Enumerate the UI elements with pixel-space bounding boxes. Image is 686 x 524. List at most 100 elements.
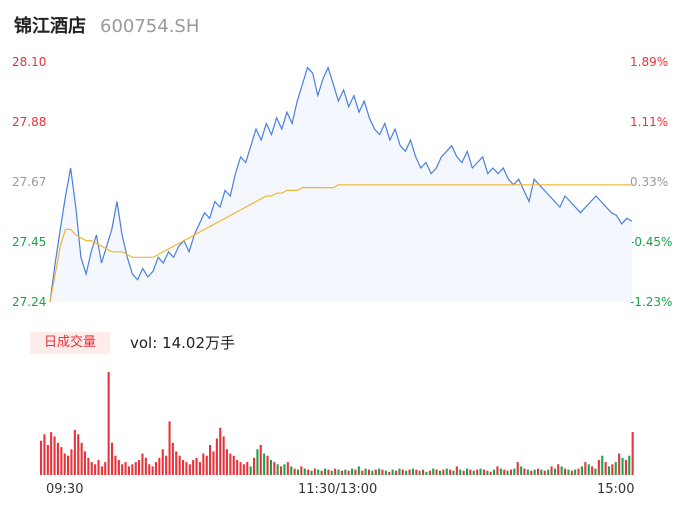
average-price-line [49, 184, 632, 303]
volume-bar [320, 470, 323, 475]
volume-bar [371, 470, 374, 475]
volume-bar [280, 466, 283, 475]
volume-bar [100, 466, 103, 475]
volume-bar [476, 469, 479, 475]
volume-tab[interactable]: 日成交量 [30, 332, 110, 354]
volume-bar [381, 469, 384, 475]
volume-bar [202, 453, 205, 475]
volume-bar [489, 471, 492, 475]
volume-readout: vol: 14.02万手 [130, 334, 235, 352]
volume-bar [107, 372, 110, 475]
volume-bar [509, 469, 512, 475]
volume-bar [313, 468, 316, 475]
intraday-price-chart [49, 65, 633, 303]
volume-bar [242, 464, 245, 475]
volume-bar [283, 464, 286, 475]
volume-bar [239, 462, 242, 475]
y-tick-right-0: 1.89% [630, 55, 669, 69]
volume-bar [574, 469, 577, 475]
volume-bar [493, 469, 496, 475]
volume-bar [256, 449, 259, 476]
price-series-line [49, 65, 633, 303]
volume-bar [307, 469, 310, 475]
volume-bar [188, 464, 191, 475]
volume-bar [144, 457, 147, 475]
y-tick-left-0: 28.10 [12, 55, 47, 69]
volume-bar [165, 455, 168, 475]
volume-bar [198, 462, 201, 475]
volume-bar [526, 469, 529, 475]
volume-bar [53, 436, 56, 475]
volume-bar [442, 469, 445, 475]
volume-bar [175, 451, 178, 475]
volume-bar [154, 462, 157, 475]
y-tick-left-3: 27.45 [12, 235, 47, 249]
volume-bar [77, 434, 80, 475]
volume-bar [422, 469, 425, 475]
volume-bar [266, 455, 269, 475]
volume-bar [354, 469, 357, 475]
volume-bar [347, 470, 350, 475]
y-tick-right-4: -1.23% [630, 295, 673, 309]
volume-bar [496, 466, 499, 475]
y-tick-right-3: -0.45% [630, 235, 673, 249]
volume-bar [168, 421, 171, 475]
volume-bar [401, 469, 404, 475]
volume-bar [83, 451, 86, 475]
volume-bar [310, 470, 313, 475]
volume-bar [56, 442, 59, 475]
volume-bar [567, 469, 570, 475]
volume-bar [469, 469, 472, 475]
volume-bar [50, 432, 53, 475]
volume-bar [131, 464, 134, 475]
volume-bar [604, 462, 607, 475]
volume-bar [533, 469, 536, 475]
volume-bar [425, 471, 428, 475]
volume-bar [543, 470, 546, 475]
volume-bar [395, 470, 398, 475]
volume-bar [388, 471, 391, 475]
volume-bar [67, 455, 70, 475]
y-tick-left-1: 27.88 [12, 115, 47, 129]
volume-bar [577, 468, 580, 475]
volume-bar [506, 470, 509, 475]
volume-bar [438, 470, 441, 475]
volume-bar [503, 469, 506, 475]
volume-bar [290, 466, 293, 475]
volume-bar [324, 468, 327, 475]
volume-bar [334, 468, 337, 475]
volume-bar [104, 462, 107, 475]
volume-bar [148, 464, 151, 475]
volume-bar [560, 466, 563, 475]
volume-bar [415, 469, 418, 475]
volume-bar [337, 469, 340, 475]
volume-bar [303, 468, 306, 475]
volume-bar [398, 468, 401, 475]
volume-bar [94, 464, 97, 475]
volume-bar [269, 460, 272, 475]
volume-bar [557, 464, 560, 475]
y-tick-right-1: 1.11% [630, 115, 669, 129]
volume-bar [219, 427, 222, 475]
volume-bar [192, 460, 195, 475]
volume-bar [229, 453, 232, 475]
volume-bar [621, 457, 624, 475]
volume-bar [516, 462, 519, 475]
volume-bar [435, 469, 438, 475]
volume-bar [418, 470, 421, 475]
volume-bar [263, 453, 266, 475]
volume-bar [249, 466, 252, 475]
volume-bar [117, 460, 120, 475]
volume-bar [452, 470, 455, 475]
volume-bar [330, 470, 333, 475]
volume-bar [70, 449, 73, 476]
volume-bar [195, 457, 198, 475]
volume-bar [158, 457, 161, 475]
volume-bar [138, 460, 141, 475]
volume-bar [161, 449, 164, 476]
volume-bar [87, 457, 90, 475]
volume-bar [411, 468, 414, 475]
volume-bar [384, 470, 387, 475]
volume-bar [537, 468, 540, 475]
volume-bar [351, 468, 354, 475]
